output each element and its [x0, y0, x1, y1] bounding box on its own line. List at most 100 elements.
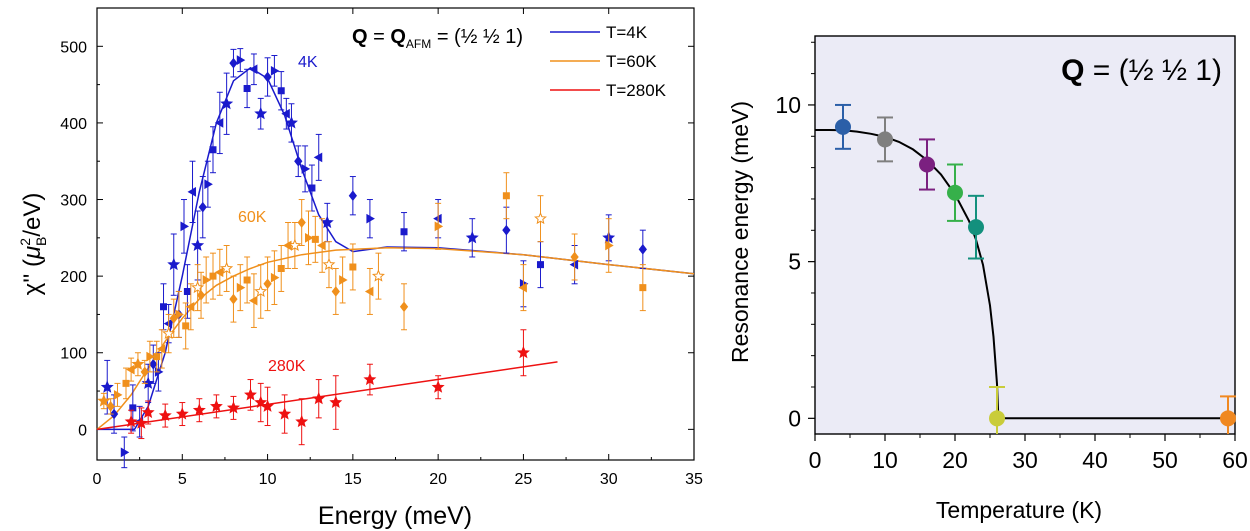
left-axis-ticks: 0 5 10 15 20 25 30 35 0 100 200 300 400 500 [60, 8, 703, 488]
data-point-t4 [284, 116, 298, 129]
resonance-point [877, 131, 893, 148]
right-fit-curve [815, 129, 1235, 420]
x-tick-label: 50 [1152, 447, 1178, 473]
x-tick-label: 20 [429, 471, 447, 488]
y-tick-label: 500 [60, 39, 87, 56]
data-point-t60 [202, 275, 212, 285]
data-point-t60 [162, 326, 176, 340]
data-point-t60 [248, 295, 258, 306]
label-4k: 4K [298, 54, 318, 71]
x-tick-label: 20 [942, 447, 968, 473]
y-tick-label: 200 [60, 269, 87, 286]
fit-line-t60 [96, 247, 695, 430]
data-point-t60 [639, 284, 647, 292]
data-point-t4 [536, 261, 544, 269]
y-tick-label: 100 [60, 346, 87, 363]
data-point-t60 [209, 272, 217, 280]
data-point-t280 [431, 380, 445, 393]
data-point-t60 [254, 284, 268, 297]
data-point-t4 [229, 57, 238, 69]
data-point-t280 [141, 405, 155, 419]
data-point-t280 [175, 407, 189, 420]
data-point-t4 [160, 303, 168, 311]
x-tick-label: 25 [515, 471, 533, 488]
data-point-t4 [254, 106, 268, 120]
data-point-t60 [570, 251, 579, 263]
data-point-t60 [534, 211, 547, 225]
data-point-t60 [106, 401, 115, 412]
data-point-t4 [638, 244, 647, 255]
left-fit-curves [96, 66, 695, 431]
data-point-t4 [187, 187, 197, 197]
data-point-t60 [605, 240, 614, 251]
x-tick-label: 0 [809, 447, 822, 473]
data-point-t4 [301, 164, 311, 174]
x-tick-label: 15 [344, 471, 362, 488]
data-point-t280 [516, 345, 530, 359]
x-tick-label: 5 [178, 471, 187, 488]
data-point-t60 [153, 353, 161, 361]
data-point-t4 [248, 64, 258, 75]
data-point-t4 [204, 179, 213, 190]
data-point-t280 [295, 414, 309, 428]
resonance-point [919, 156, 935, 173]
data-point-t60 [175, 309, 184, 320]
data-point-t280 [363, 372, 377, 386]
data-point-t60 [434, 221, 444, 232]
data-point-t4 [243, 84, 251, 92]
data-point-t4 [167, 257, 181, 271]
y-tick-label: 0 [78, 422, 87, 439]
data-point-t60 [339, 275, 348, 285]
x-tick-label: 10 [872, 447, 898, 473]
data-point-t4 [183, 287, 191, 295]
fit-line-t280 [96, 361, 558, 431]
order-parameter-fit [815, 129, 1235, 420]
data-point-t60 [371, 269, 385, 282]
data-point-t60 [317, 240, 326, 251]
data-point-t60 [518, 282, 527, 293]
data-point-t60 [270, 272, 280, 283]
y-tick-label: 300 [60, 193, 87, 210]
right-axis-ticks: 0 10 20 30 40 50 60 0 5 10 [775, 41, 1248, 473]
data-point-t60 [146, 351, 155, 362]
data-point-t4 [465, 230, 479, 244]
data-point-t4 [502, 224, 511, 236]
y-tick-label: 10 [775, 92, 801, 118]
data-point-t4 [281, 108, 290, 119]
data-point-t4 [129, 404, 137, 412]
data-point-t60 [263, 278, 272, 290]
data-point-t4 [191, 238, 205, 251]
data-point-t4 [109, 408, 119, 420]
y-tick-label: 400 [60, 116, 87, 133]
data-point-t60 [311, 235, 319, 243]
data-point-t4 [400, 228, 408, 236]
data-point-t4 [209, 146, 217, 154]
data-point-t4 [220, 96, 234, 110]
data-point-t4 [141, 376, 155, 389]
data-point-t60 [182, 322, 190, 330]
x-tick-label: 30 [1012, 447, 1038, 473]
data-point-t280 [192, 403, 206, 416]
right-plot-background [814, 35, 1236, 435]
data-point-t60 [156, 344, 166, 354]
label-280k: 280K [268, 358, 306, 375]
data-point-t4 [320, 215, 334, 229]
data-point-t4 [149, 358, 158, 370]
data-point-t60 [399, 301, 409, 313]
data-point-t280 [261, 399, 275, 412]
right-y-axis-label: Resonance energy (meV) [727, 101, 753, 363]
resonance-point [947, 184, 963, 201]
data-point-t60 [214, 267, 224, 278]
left-data-points [97, 48, 647, 469]
x-tick-label: 0 [93, 471, 102, 488]
data-point-t60 [502, 192, 510, 200]
data-point-t4 [294, 155, 303, 167]
data-point-t4 [180, 221, 189, 232]
x-tick-label: 35 [685, 471, 703, 488]
x-tick-label: 60 [1222, 447, 1248, 473]
data-point-t280 [278, 407, 292, 420]
label-60k: 60K [238, 209, 267, 226]
left-y-axis-label: χ'' (μ2B/eV) [17, 193, 49, 296]
data-point-t60 [131, 357, 145, 370]
